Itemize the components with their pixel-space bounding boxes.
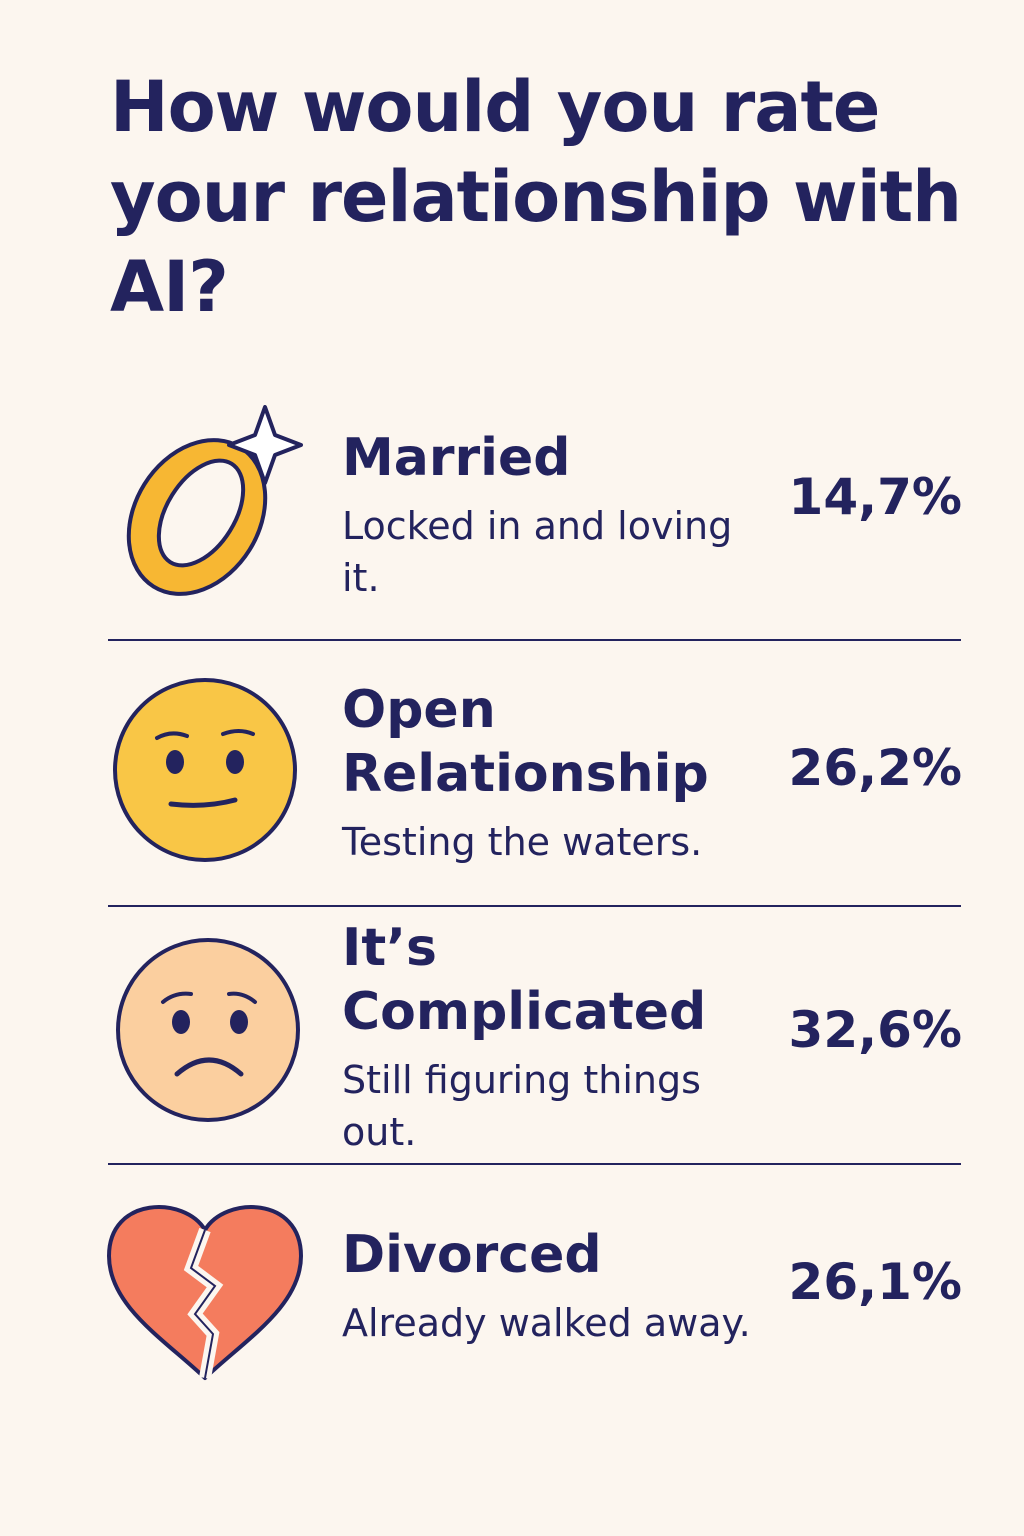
option-percent: 14,7% [788, 468, 962, 526]
option-label: Divorced [342, 1225, 602, 1285]
option-percent: 26,1% [788, 1253, 962, 1311]
option-row-its-complicated: It’s Complicated Still figuring things o… [0, 908, 1024, 1164]
option-description: Still figuring things out. [342, 1058, 701, 1154]
option-description: Testing the waters. [342, 820, 703, 864]
ring-icon [105, 405, 305, 605]
option-percent: 32,6% [788, 1001, 962, 1059]
option-row-married: Married Locked in and loving it. 14,7% [0, 395, 1024, 635]
broken-heart-icon [105, 1190, 305, 1390]
option-label: It’s Complicated [342, 918, 707, 1042]
option-label: Married [342, 428, 571, 488]
page-title: How would you rate your relationship wit… [110, 66, 962, 328]
option-text: Divorced Already walked away. [342, 1186, 772, 1386]
option-row-open-relationship: Open Relationship Testing the waters. 26… [0, 642, 1024, 904]
neutral-face-icon [105, 670, 305, 870]
option-label: Open Relationship [342, 680, 709, 804]
worried-face-icon [105, 930, 305, 1130]
option-percent: 26,2% [788, 739, 962, 797]
option-text: Married Locked in and loving it. [342, 415, 772, 615]
divider [108, 639, 961, 641]
option-description: Already walked away. [342, 1301, 751, 1345]
option-text: It’s Complicated Still figuring things o… [342, 918, 772, 1154]
divider [108, 1163, 961, 1165]
option-row-divorced: Divorced Already walked away. 26,1% [0, 1166, 1024, 1416]
divider [108, 905, 961, 907]
option-text: Open Relationship Testing the waters. [342, 662, 772, 884]
option-description: Locked in and loving it. [342, 504, 733, 600]
